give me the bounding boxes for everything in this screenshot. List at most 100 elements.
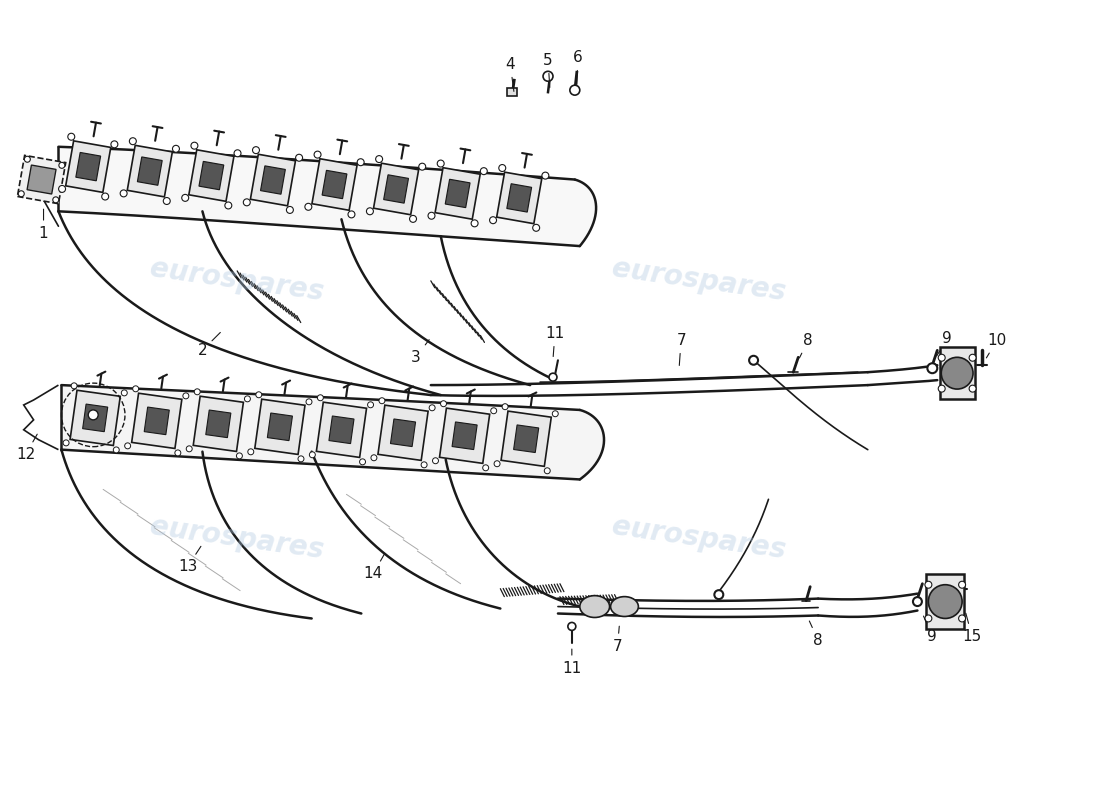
Text: 10: 10 — [987, 333, 1007, 358]
Circle shape — [121, 390, 128, 396]
Text: 11: 11 — [546, 326, 564, 357]
Text: 1: 1 — [39, 209, 48, 241]
Circle shape — [938, 354, 945, 362]
Circle shape — [296, 154, 303, 162]
Circle shape — [58, 186, 66, 192]
Polygon shape — [18, 155, 66, 204]
Circle shape — [552, 410, 558, 417]
Circle shape — [315, 151, 321, 158]
Circle shape — [419, 163, 426, 170]
Polygon shape — [446, 179, 470, 208]
Circle shape — [348, 211, 355, 218]
Circle shape — [183, 393, 189, 399]
Polygon shape — [390, 419, 416, 446]
Polygon shape — [138, 157, 162, 186]
Circle shape — [68, 134, 75, 140]
Circle shape — [498, 165, 506, 171]
Circle shape — [367, 402, 374, 408]
Circle shape — [298, 456, 304, 462]
Circle shape — [133, 386, 139, 392]
Circle shape — [59, 162, 65, 168]
Text: eurospares: eurospares — [610, 254, 788, 306]
Circle shape — [375, 156, 383, 162]
Circle shape — [969, 385, 976, 392]
Text: 7: 7 — [613, 626, 623, 654]
Text: 4: 4 — [506, 57, 515, 91]
Polygon shape — [251, 154, 296, 206]
Polygon shape — [514, 425, 539, 453]
Polygon shape — [58, 146, 596, 246]
Circle shape — [173, 146, 179, 152]
Circle shape — [913, 597, 922, 606]
Polygon shape — [189, 150, 234, 202]
Circle shape — [224, 202, 232, 209]
Text: 5: 5 — [543, 53, 553, 87]
Polygon shape — [329, 416, 354, 444]
Circle shape — [532, 224, 540, 231]
Circle shape — [568, 622, 575, 630]
Circle shape — [309, 452, 316, 458]
Circle shape — [186, 446, 192, 452]
Circle shape — [318, 394, 323, 401]
Circle shape — [24, 156, 31, 162]
Circle shape — [305, 203, 311, 210]
Circle shape — [483, 465, 488, 470]
Circle shape — [253, 146, 260, 154]
Circle shape — [256, 392, 262, 398]
Text: 12: 12 — [16, 434, 37, 462]
Polygon shape — [128, 146, 173, 197]
Polygon shape — [261, 166, 285, 194]
Circle shape — [19, 190, 24, 197]
Circle shape — [432, 458, 439, 464]
Circle shape — [494, 461, 501, 466]
Circle shape — [163, 198, 170, 205]
Circle shape — [124, 443, 131, 449]
Circle shape — [248, 449, 254, 454]
Circle shape — [182, 194, 189, 202]
Circle shape — [244, 396, 251, 402]
Polygon shape — [322, 170, 346, 198]
Circle shape — [714, 590, 724, 599]
Circle shape — [358, 158, 364, 166]
Circle shape — [191, 142, 198, 149]
Polygon shape — [939, 347, 975, 399]
Circle shape — [360, 459, 365, 465]
Polygon shape — [384, 175, 408, 203]
Circle shape — [72, 383, 77, 389]
Circle shape — [113, 447, 119, 453]
Circle shape — [925, 615, 932, 622]
Circle shape — [490, 217, 496, 224]
Circle shape — [428, 212, 435, 219]
Circle shape — [286, 206, 294, 214]
Text: 7: 7 — [676, 333, 686, 366]
Polygon shape — [374, 163, 419, 214]
Circle shape — [130, 138, 136, 145]
Circle shape — [481, 168, 487, 174]
Polygon shape — [62, 385, 604, 479]
Polygon shape — [312, 158, 358, 210]
Circle shape — [542, 172, 549, 179]
Text: 3: 3 — [411, 340, 429, 365]
Circle shape — [491, 408, 497, 414]
Polygon shape — [497, 172, 542, 224]
Circle shape — [570, 86, 580, 95]
Polygon shape — [317, 402, 366, 458]
Circle shape — [371, 454, 377, 461]
Circle shape — [101, 193, 109, 200]
Polygon shape — [132, 394, 182, 449]
Polygon shape — [66, 141, 111, 193]
Polygon shape — [436, 168, 481, 219]
Circle shape — [437, 160, 444, 167]
Bar — [507, 88, 517, 96]
Text: 14: 14 — [364, 554, 385, 582]
Circle shape — [440, 401, 447, 406]
Ellipse shape — [580, 596, 609, 618]
Circle shape — [549, 373, 557, 381]
Circle shape — [88, 410, 98, 420]
Circle shape — [63, 440, 69, 446]
Circle shape — [366, 208, 373, 214]
Text: 11: 11 — [562, 649, 582, 676]
Circle shape — [195, 389, 200, 394]
Circle shape — [938, 385, 945, 392]
Polygon shape — [267, 413, 293, 441]
